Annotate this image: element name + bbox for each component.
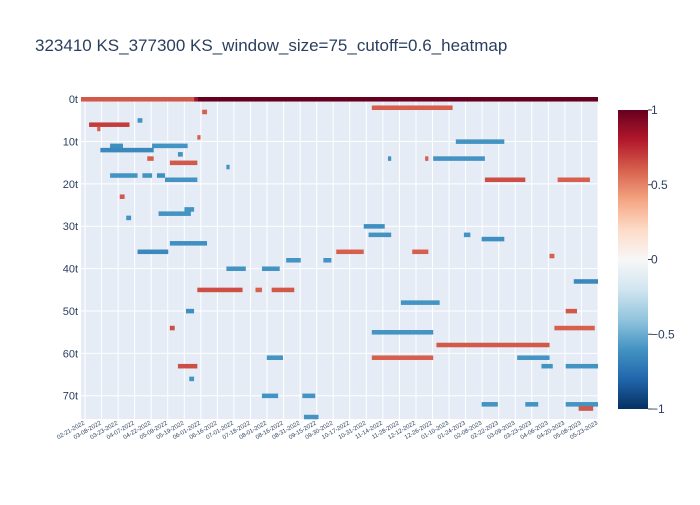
heatmap-cell (266, 355, 283, 360)
heatmap-cell (226, 164, 230, 170)
heatmap-cell (165, 177, 198, 183)
heatmap-cell (387, 156, 392, 161)
heatmap-cell (156, 173, 166, 178)
colorbar: 1 0.5 0 −0.5 −1 (618, 103, 675, 416)
heatmap-cell (184, 207, 195, 212)
heatmap-cell (371, 355, 434, 360)
heatmap-cell (169, 325, 175, 331)
heatmap-cell (565, 363, 598, 369)
y-tick-label: 60t (63, 348, 78, 360)
colorbar-tick-label: 0.5 (651, 178, 668, 192)
heatmap-cell (565, 308, 577, 314)
heatmap-cell (302, 393, 316, 399)
heatmap-cell (186, 308, 195, 314)
heatmap-cell (100, 147, 154, 153)
heatmap-cell (303, 414, 319, 420)
heatmap-cell (554, 325, 595, 331)
heatmap-cell (455, 139, 505, 144)
heatmap-cell (517, 355, 550, 360)
heatmap-cell (147, 156, 154, 161)
y-tick-label: 50t (63, 306, 78, 318)
heatmap-cell (126, 215, 132, 221)
heatmap-cell (197, 287, 243, 293)
y-tick-label: 0t (69, 94, 78, 106)
colorbar-tick-label: 0 (651, 253, 658, 267)
y-tick-label: 30t (63, 221, 78, 233)
heatmap-cell (169, 241, 208, 246)
colorbar-tick-label: −1 (651, 402, 665, 416)
heatmap-cell (425, 156, 429, 161)
heatmap-cell (89, 122, 130, 127)
heatmap-cell (481, 402, 498, 407)
heatmap-cell (541, 363, 553, 369)
y-tick-label: 20t (63, 179, 78, 191)
heatmap-cell (81, 97, 195, 102)
heatmap-cell (323, 258, 332, 263)
heatmap-cell (271, 287, 295, 293)
heatmap-cell (194, 97, 198, 102)
heatmap-cell (286, 258, 301, 263)
y-tick-label: 10t (63, 136, 78, 148)
heatmap-cell (137, 118, 143, 123)
heatmap-cell (169, 160, 198, 166)
heatmap-cell (142, 173, 153, 178)
heatmap-cell (578, 406, 594, 411)
heatmap-cell (177, 363, 198, 369)
heatmap-cell (137, 249, 169, 255)
heatmap-cell (202, 109, 208, 115)
heatmap-cell (400, 300, 440, 305)
heatmap-cell (363, 224, 385, 229)
heatmap-cell (484, 177, 526, 183)
heatmap-cell (549, 253, 555, 259)
heatmap-cell (97, 126, 101, 132)
heatmap-cell (158, 211, 191, 216)
heatmap-cell (433, 156, 485, 161)
heatmap-cell (336, 249, 364, 255)
heatmap-cell (197, 135, 201, 140)
heatmap-cell (565, 402, 598, 407)
heatmap-cell (436, 342, 550, 348)
heatmap-cell (261, 393, 279, 399)
heatmap-cell (255, 287, 262, 293)
plot-area: 0t10t20t30t40t50t60t70t02-21-202203-08-2… (56, 94, 599, 441)
heatmap-cell (463, 232, 471, 238)
heatmap-cell (177, 152, 183, 157)
heatmap-cell (573, 279, 598, 284)
heatmap-cell (110, 173, 138, 178)
colorbar-tick-label: 1 (651, 103, 658, 117)
heatmap-cell (412, 249, 429, 255)
heatmap-cell (119, 194, 125, 199)
chart-title: 323410 KS_377300 KS_window_size=75_cutof… (35, 36, 507, 55)
y-tick-label: 40t (63, 264, 78, 276)
colorbar-gradient (618, 110, 648, 409)
heatmap-cell (189, 376, 195, 382)
plot-background (81, 97, 598, 419)
heatmap-cell (368, 232, 392, 238)
heatmap-cell (371, 105, 453, 111)
heatmap-cell (481, 236, 505, 242)
heatmap-cell (525, 402, 539, 407)
heatmap-cell (197, 97, 598, 102)
heatmap-cell (261, 266, 280, 272)
colorbar-tick-label: −0.5 (651, 327, 675, 341)
y-tick-label: 70t (63, 391, 78, 403)
heatmap-cell (110, 143, 124, 149)
heatmap-cell (226, 266, 246, 272)
heatmap-cell (152, 143, 188, 149)
heatmap-cell (557, 177, 590, 183)
heatmap-cell (371, 330, 434, 335)
